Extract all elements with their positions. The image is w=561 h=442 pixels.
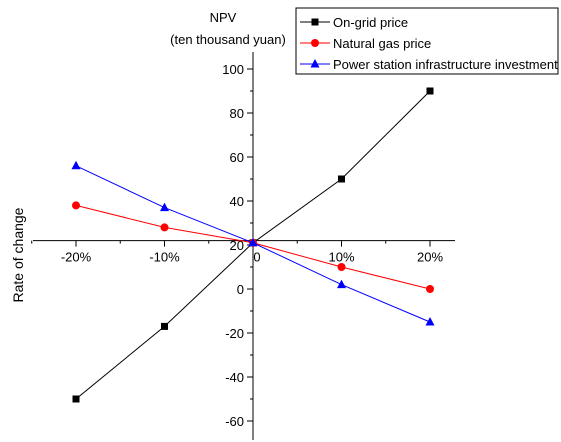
x-tick-label: 0 xyxy=(253,250,260,265)
data-point xyxy=(71,160,81,170)
data-point xyxy=(248,237,258,247)
legend-box xyxy=(295,7,559,75)
data-point xyxy=(337,263,346,271)
legend: On-grid price Natural gas price Power stat… xyxy=(295,7,559,75)
y-tick-label: -20 xyxy=(225,326,244,341)
y-tick-label: 40 xyxy=(230,194,244,209)
data-point xyxy=(337,279,346,289)
data-point xyxy=(160,202,169,212)
x-tick-label: -20% xyxy=(61,250,92,265)
y-tick-label: -60 xyxy=(225,414,244,429)
legend-label: Power station infrastructure investment xyxy=(333,57,558,72)
legend-marker xyxy=(310,59,320,68)
data-point xyxy=(425,317,435,326)
series-power-station-infrastructure-investment xyxy=(71,160,435,326)
data-point xyxy=(72,201,80,210)
data-point xyxy=(72,395,80,403)
legend-marker xyxy=(311,39,319,47)
legend-marker xyxy=(311,18,319,26)
series-layer xyxy=(71,87,435,403)
data-point xyxy=(338,175,345,183)
legend-label: On-grid price xyxy=(333,15,408,30)
data-point xyxy=(426,285,434,293)
y-tick-label: -40 xyxy=(225,370,244,385)
legend-label: Natural gas price xyxy=(333,36,431,51)
y-tick-label: 80 xyxy=(230,106,244,121)
data-point xyxy=(160,223,169,232)
y-tick-label: 60 xyxy=(230,150,244,165)
y-axis-unit: (ten thousand yuan) xyxy=(170,32,286,47)
x-axis-title: Rate of change xyxy=(10,207,26,302)
y-axis-title: NPV xyxy=(210,10,237,25)
y-tick-label: 100 xyxy=(222,62,244,77)
data-point xyxy=(426,87,434,95)
x-tick-label: -10% xyxy=(149,250,180,265)
x-tick-label: 20% xyxy=(417,250,443,265)
y-tick-label: 0 xyxy=(237,282,244,297)
x-tick-label: 10% xyxy=(328,250,354,265)
data-point xyxy=(161,322,168,330)
y-tick-label: 20 xyxy=(230,238,244,253)
axes: -60 -40 -20 0 20 40 60 80 100 -20% -10% 0 10% 20% xyxy=(31,52,455,440)
